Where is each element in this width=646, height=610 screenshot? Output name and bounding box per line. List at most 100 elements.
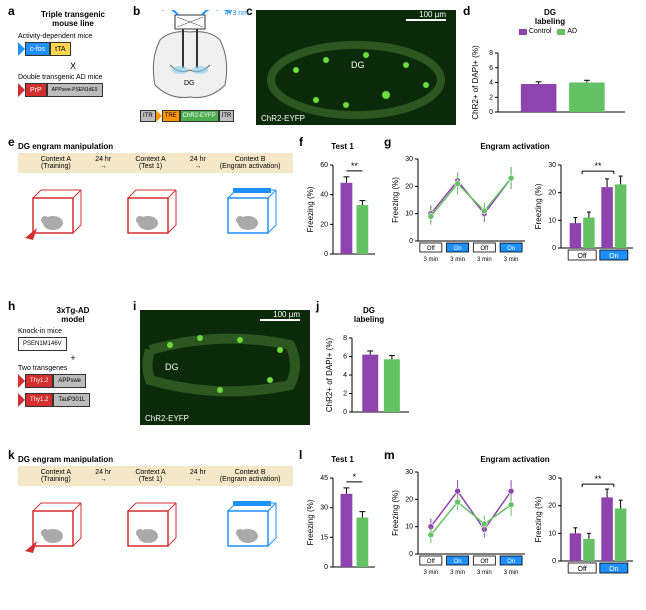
psen-segment: PSEN1M146V [18,337,67,351]
ctx-b-k: Context B (Engram activation) [210,469,290,483]
svg-text:**: ** [594,161,602,171]
svg-text:6: 6 [489,64,493,71]
svg-text:*: * [353,472,357,482]
svg-text:45: 45 [320,475,328,482]
svg-text:3 min: 3 min [504,257,519,263]
panel-g: Engram activation 0102030Freezing (%)Off… [390,142,640,272]
svg-text:2: 2 [489,94,493,101]
svg-text:30: 30 [320,505,328,512]
prp-promoter-arrow [18,83,25,97]
ctx-a-test-k: Context A (Test 1) [116,469,186,483]
ki-label: Knock-in mice [18,328,128,335]
dg-label-c: DG [351,60,365,70]
prp-segment: PrP [25,83,47,97]
caption-i: ChR2-EYFP [145,414,189,423]
chart-g-bar: 0102030Freezing (%)OffOn** [533,151,638,266]
label-k: k [8,448,15,462]
panel-e-cubes [18,173,293,258]
dg-label-b: DG [184,80,195,87]
svg-text:40: 40 [320,192,328,199]
svg-text:4: 4 [343,372,347,379]
label-f: f [299,135,303,149]
svg-text:On: On [609,566,618,573]
svg-text:3 min: 3 min [424,257,439,263]
chart-l: 0153045Freezing (%)* [305,464,380,579]
ctx-a-train-k: Context A (Training) [21,469,91,483]
svg-text:On: On [507,246,515,252]
panel-l: Test 1 0153045Freezing (%)* [305,455,380,585]
gene-itr-tre-chr2: ITR TRE ChR2-EYFP ITR [140,110,234,122]
svg-text:30: 30 [405,469,413,476]
svg-text:ChR2+ of DAPI+ (%): ChR2+ of DAPI+ (%) [325,338,334,413]
svg-text:8: 8 [343,335,347,342]
svg-text:Off: Off [480,246,488,252]
svg-text:6: 6 [343,354,347,361]
svg-text:On: On [454,559,462,565]
svg-text:Freezing (%): Freezing (%) [534,183,543,229]
svg-text:4: 4 [489,79,493,86]
svg-text:Off: Off [427,559,435,565]
ctx-a-train-e: Context A (Training) [21,156,91,170]
svg-text:20: 20 [548,190,556,197]
app-segment-h: APPswe [53,374,86,388]
chart-m-line: 0102030Freezing (%)Off3 minOn3 minOff3 m… [390,464,530,579]
panel-a-line1-label: Activity-dependent mice [18,33,128,40]
dg-label-i: DG [165,362,179,372]
panel-a: Triple transgenic mouse line Activity-de… [18,10,128,99]
svg-text:Freezing (%): Freezing (%) [306,499,315,545]
svg-text:3 min: 3 min [424,570,439,576]
chart-f: 0204060Freezing (%)** [305,151,380,266]
panel-k-title: DG engram manipulation [18,455,293,464]
svg-text:Off: Off [427,246,435,252]
interval-1-e: 24 hr→ [91,156,116,170]
panel-g-title: Engram activation [390,142,640,151]
panel-k-cubes [18,486,293,571]
tta-segment: tTA [50,42,70,56]
label-l: l [299,448,302,462]
chart-m-bar: 0102030Freezing (%)OffOn** [533,464,638,579]
gene-psen: PSEN1M146V [18,337,67,351]
chart-d: 02468ChR2+ of DAPI+ (%) [470,39,630,124]
svg-text:On: On [507,559,515,565]
svg-text:3 min: 3 min [477,570,492,576]
svg-text:Freezing (%): Freezing (%) [391,177,400,223]
svg-text:20: 20 [405,183,413,190]
svg-text:Off: Off [577,566,586,573]
svg-text:0: 0 [409,238,413,245]
panel-l-title: Test 1 [305,455,380,464]
svg-text:On: On [609,253,618,260]
interval-2-e: 24 hr→ [185,156,210,170]
gene-thy-tau: Thy1.2 TauP301L [18,393,90,407]
panel-h: 3xTg-AD model Knock-in mice PSEN1M146V +… [18,306,128,409]
svg-text:Off: Off [577,253,586,260]
svg-text:20: 20 [405,496,413,503]
panel-e-header: Context A (Training) 24 hr→ Context A (T… [18,153,293,173]
thy-arrow-1 [18,374,25,388]
interval-2-k: 24 hr→ [185,469,210,483]
cfos-promoter-arrow [18,42,25,56]
svg-text:0: 0 [324,564,328,571]
panel-d-legend: Control AD [470,28,630,37]
brain-schematic [140,10,240,105]
svg-text:0: 0 [489,109,493,116]
svg-text:2: 2 [343,391,347,398]
svg-text:30: 30 [548,475,556,482]
panel-f-title: Test 1 [305,142,380,151]
plus-symbol: + [20,353,126,363]
label-h: h [8,299,15,313]
svg-text:3 min: 3 min [450,570,465,576]
svg-text:60: 60 [320,162,328,169]
chr2-segment: ChR2-EYFP [180,110,219,122]
itr2-segment: ITR [219,110,235,122]
svg-text:Freezing (%): Freezing (%) [534,496,543,542]
tg-label: Two transgenes [18,365,128,372]
panel-a-title: Triple transgenic mouse line [18,10,128,28]
svg-text:Freezing (%): Freezing (%) [391,490,400,536]
interval-1-k: 24 hr→ [91,469,116,483]
svg-text:10: 10 [548,530,556,537]
panel-b: 473 nm DG ITR TRE ChR2-EYFP ITR [140,10,240,130]
svg-text:20: 20 [320,221,328,228]
chart-j: 02468ChR2+ of DAPI+ (%) [324,324,414,424]
ctx-b-e: Context B (Engram activation) [210,156,290,170]
gene-cfos-tta: c-fos tTA [18,42,71,56]
